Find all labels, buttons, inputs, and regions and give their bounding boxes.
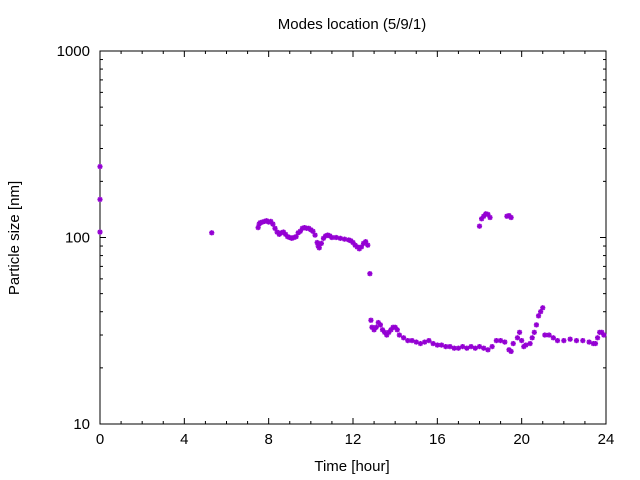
- data-point: [586, 339, 592, 345]
- x-tick-label: 12: [345, 431, 362, 448]
- data-point: [485, 347, 491, 353]
- plot-frame: [99, 50, 607, 425]
- data-point: [426, 338, 432, 344]
- data-point: [413, 339, 419, 345]
- data-point: [455, 345, 462, 351]
- data-point: [508, 214, 514, 221]
- x-tick-label: 20: [513, 431, 530, 448]
- data-point: [377, 322, 384, 328]
- data-point: [409, 338, 415, 344]
- data-point: [97, 229, 103, 235]
- data-point: [516, 329, 523, 335]
- data-point: [438, 342, 445, 348]
- data-point: [367, 271, 373, 277]
- data-point: [510, 340, 516, 347]
- data-point: [489, 344, 495, 350]
- data-point: [358, 244, 365, 250]
- data-point: [365, 242, 371, 248]
- x-tick-label: 8: [264, 431, 272, 448]
- data-point: [333, 234, 339, 241]
- y-axis-ticks: 10 100 1000: [57, 43, 606, 433]
- data-point: [529, 335, 535, 341]
- data-point: [567, 336, 573, 342]
- data-point: [533, 322, 540, 328]
- data-points: [97, 163, 607, 355]
- data-point: [270, 221, 276, 227]
- data-point: [535, 313, 542, 319]
- data-point: [481, 345, 487, 351]
- chart-title: Modes location (5/9/1): [278, 16, 426, 33]
- data-point: [502, 339, 508, 345]
- data-point: [476, 344, 483, 350]
- data-point: [472, 345, 478, 351]
- y-tick-label: 100: [65, 230, 90, 247]
- x-tick-label: 0: [96, 431, 104, 448]
- y-axis-label: Particle size [nm]: [6, 181, 23, 295]
- data-point: [464, 345, 470, 351]
- data-point: [592, 340, 599, 347]
- x-tick-label: 24: [598, 431, 615, 448]
- y-tick-label: 10: [73, 416, 90, 433]
- data-point: [341, 236, 348, 242]
- data-point: [272, 225, 278, 231]
- data-point: [468, 344, 474, 350]
- data-point: [561, 338, 567, 344]
- data-point: [527, 340, 533, 347]
- data-point: [396, 332, 402, 338]
- data-point: [546, 332, 552, 338]
- x-axis-ticks: 0 4 8 12 16 20 24: [96, 51, 615, 448]
- data-point: [447, 344, 453, 350]
- data-point: [594, 335, 601, 341]
- data-point: [531, 329, 537, 335]
- data-point: [538, 309, 544, 315]
- y-tick-label: 1000: [57, 43, 90, 60]
- x-tick-label: 16: [429, 431, 446, 448]
- data-point: [310, 228, 316, 234]
- data-point: [422, 339, 428, 345]
- data-point: [337, 235, 343, 241]
- data-point: [514, 335, 521, 341]
- data-point: [540, 305, 546, 311]
- data-point: [580, 338, 586, 344]
- data-point: [508, 348, 514, 355]
- data-point: [554, 338, 561, 344]
- data-point: [550, 335, 556, 341]
- x-tick-label: 4: [180, 431, 188, 448]
- data-point: [401, 335, 407, 341]
- data-point: [97, 163, 103, 170]
- data-point: [318, 240, 324, 246]
- data-point: [293, 234, 299, 240]
- x-axis-label: Time [hour]: [314, 458, 389, 475]
- data-point: [497, 338, 504, 344]
- data-point: [268, 218, 274, 224]
- data-point: [316, 245, 322, 251]
- data-point: [312, 232, 318, 238]
- data-point: [430, 340, 436, 347]
- data-point: [373, 324, 379, 330]
- data-point: [573, 338, 580, 344]
- data-point: [523, 342, 529, 348]
- data-point: [460, 344, 466, 350]
- data-point: [417, 340, 424, 347]
- data-point: [97, 196, 103, 203]
- data-point: [368, 317, 374, 323]
- data-point: [487, 214, 493, 221]
- data-point: [394, 327, 400, 333]
- data-point: [519, 338, 525, 344]
- data-point: [476, 223, 483, 229]
- data-point: [601, 332, 607, 338]
- data-point: [209, 230, 215, 236]
